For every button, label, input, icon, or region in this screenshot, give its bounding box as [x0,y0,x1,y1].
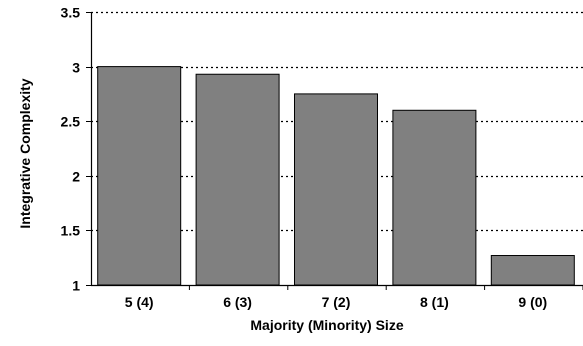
bar [490,255,575,286]
axes [90,12,583,287]
y-tick-label: 3.5 [61,5,81,21]
y-tick-label: 2 [72,169,80,185]
bar [392,109,477,286]
bar [195,73,280,286]
x-axis-ticks: 5 (4) 6 (3) 7 (2) 8 (1) 9 (0) [125,285,583,310]
bar [97,66,182,286]
y-axis-title: Integrative Complexity [17,78,33,228]
x-tick-label: 5 (4) [125,294,154,310]
bar [294,93,378,286]
y-tick-label: 2.5 [61,114,81,130]
x-axis-title: Majority (Minority) Size [250,317,403,333]
y-tick-label: 1.5 [61,223,81,239]
x-tick-label: 6 (3) [223,294,252,310]
y-tick-label: 1 [72,278,80,294]
y-tick-label: 3 [72,60,80,76]
bars [97,66,575,286]
x-tick-label: 9 (0) [518,294,547,310]
x-tick-label: 7 (2) [322,294,351,310]
y-axis-ticks: 1 1.5 2 2.5 3 3.5 [61,5,91,294]
x-tick-label: 8 (1) [420,294,449,310]
